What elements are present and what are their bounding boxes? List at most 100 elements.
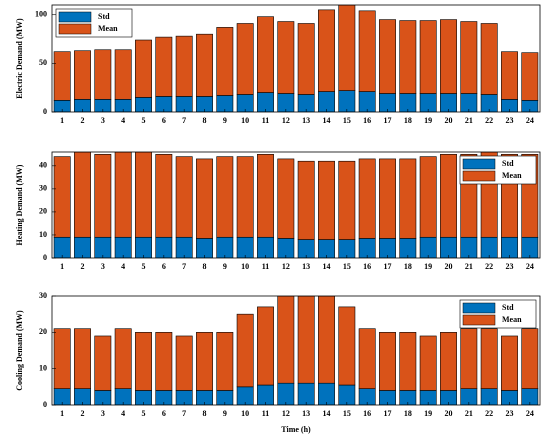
x-tick-label: 12	[282, 409, 290, 418]
plot-frame	[51, 151, 541, 259]
bar-segment	[419, 236, 437, 258]
x-tick-label: 15	[343, 116, 351, 125]
bar-segment	[460, 328, 478, 389]
bar-segment	[440, 154, 457, 238]
x-tick-label: 18	[404, 262, 412, 271]
bar-segment	[379, 19, 396, 94]
x-tick-label: 23	[506, 116, 514, 125]
x-tick-label: 12	[282, 116, 290, 125]
x-tick-label: 24	[526, 116, 534, 125]
x-tick-label: 14	[323, 409, 331, 418]
x-tick-label: 13	[302, 116, 310, 125]
y-tick-label: 40	[39, 161, 47, 170]
x-tick-label: 21	[465, 262, 473, 271]
x-tick-label: 4	[121, 262, 125, 271]
legend-swatch	[462, 302, 496, 314]
x-tick-label: 13	[302, 409, 310, 418]
x-tick-label: 12	[282, 262, 290, 271]
bar-segment	[114, 236, 132, 258]
y-tick-label: 30	[39, 184, 47, 193]
bar-segment	[216, 27, 234, 96]
bar-segment	[175, 236, 193, 258]
bar-segment	[358, 328, 376, 389]
bar-segment	[135, 39, 152, 98]
x-tick-label: 15	[343, 409, 351, 418]
bar-segment	[74, 50, 91, 100]
bar-segment	[277, 21, 295, 94]
bar-segment	[175, 35, 193, 97]
plot-frame	[51, 4, 541, 113]
x-tick-label: 7	[182, 262, 186, 271]
bar-segment	[480, 236, 498, 258]
bar-segment	[135, 332, 152, 391]
x-tick-label: 20	[445, 116, 453, 125]
bar-segment	[460, 236, 478, 258]
legend: Std Mean	[459, 299, 537, 329]
bar-segment	[175, 156, 193, 238]
bar-segment	[216, 156, 234, 238]
x-tick-label: 19	[424, 262, 432, 271]
bar-segment	[135, 236, 152, 258]
x-tick-label: 15	[343, 262, 351, 271]
legend-swatch	[462, 314, 496, 326]
bar-segment	[358, 10, 376, 92]
x-tick-label: 23	[506, 262, 514, 271]
bar-segment	[501, 51, 518, 100]
x-tick-label: 10	[241, 116, 249, 125]
bar-segment	[440, 332, 457, 391]
x-tick-label: 6	[162, 409, 166, 418]
bar-segment	[257, 154, 274, 238]
y-tick-label: 20	[39, 207, 47, 216]
bar-segment	[338, 5, 356, 91]
chart: 1 2 3 4 5 6 7 8 9 10 11 12 13 14 15 16 17 18 19 20 21 22 23 240…	[15, 291, 541, 434]
bar-segment	[277, 158, 295, 239]
bar-segment	[318, 382, 335, 405]
bar-segment	[94, 49, 112, 100]
bar-segment	[257, 16, 274, 93]
x-tick-label: 21	[465, 409, 473, 418]
bars	[53, 5, 539, 112]
bar-segment	[338, 306, 356, 386]
x-tick-label: 6	[162, 116, 166, 125]
legend-label: Mean	[98, 24, 118, 33]
bar-segment	[440, 19, 457, 94]
y-axis-label: Heating Demand (MW)	[15, 164, 24, 245]
bar-segment	[94, 335, 112, 391]
y-tick-label: 0	[43, 253, 47, 262]
y-tick-label: 50	[39, 58, 47, 67]
bar-segment	[236, 313, 254, 388]
x-tick-label: 9	[223, 116, 227, 125]
bar-segment	[196, 33, 213, 97]
x-tick-label: 22	[485, 116, 493, 125]
y-tick-label: 30	[39, 291, 47, 300]
bar-segment	[358, 91, 376, 112]
legend-label: Mean	[502, 171, 522, 180]
bar-segment	[399, 158, 417, 239]
x-tick-label: 3	[101, 409, 105, 418]
bar-segment	[297, 296, 315, 384]
x-tick-label: 10	[241, 262, 249, 271]
legend-swatch	[462, 170, 496, 182]
bar-segment	[480, 23, 498, 95]
x-tick-label: 11	[262, 409, 270, 418]
x-tick-label: 6	[162, 262, 166, 271]
bar-segment	[236, 23, 254, 95]
legend-label: Std	[502, 303, 514, 312]
legend-label: Std	[98, 12, 110, 21]
bar-segment	[196, 158, 213, 239]
bar-segment	[521, 328, 539, 389]
x-tick-label: 17	[384, 116, 392, 125]
bar-segment	[155, 154, 173, 238]
x-tick-label: 8	[203, 409, 207, 418]
x-tick-label: 8	[203, 262, 207, 271]
x-tick-label: 1	[60, 116, 64, 125]
bar-segment	[74, 236, 91, 258]
y-axis-label: Cooling Demand (MW)	[15, 310, 24, 391]
x-tick-label: 18	[404, 116, 412, 125]
bar-segment	[277, 296, 295, 384]
bar-segment	[318, 9, 335, 92]
x-tick-label: 4	[121, 116, 125, 125]
x-tick-label: 7	[182, 116, 186, 125]
bar-segment	[155, 332, 173, 391]
